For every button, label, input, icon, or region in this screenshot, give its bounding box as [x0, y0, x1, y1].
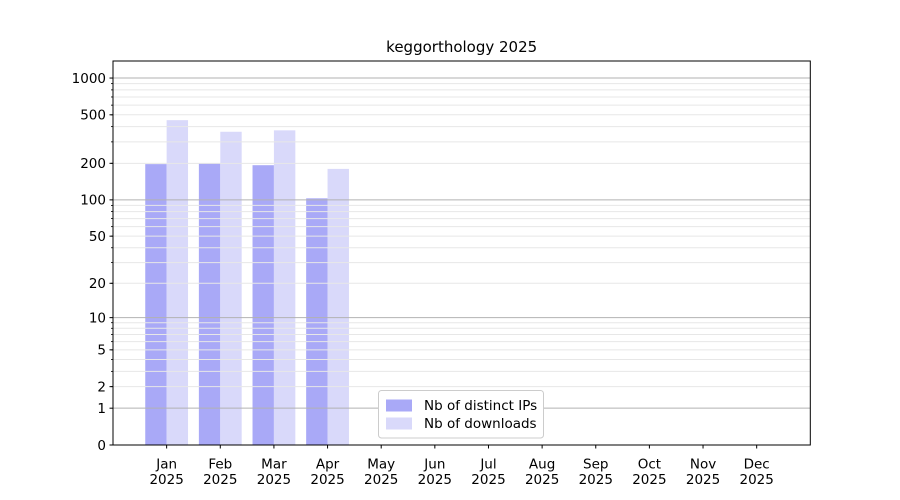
x-month-label: Nov: [690, 457, 716, 473]
x-year-label: 2025: [418, 472, 452, 488]
bar-distinct-ips-jan: [145, 164, 167, 445]
y-tick-label: 5: [97, 343, 106, 359]
bars-layer: [145, 120, 349, 446]
legend-box: [378, 390, 544, 439]
x-year-label: 2025: [310, 472, 344, 488]
y-tick-label: 50: [89, 229, 106, 245]
y-tick-label: 20: [89, 276, 106, 292]
x-month-label: May: [367, 457, 395, 473]
bar-distinct-ips-feb: [198, 163, 221, 445]
legend-swatch-downloads: [386, 417, 412, 430]
chart-title: keggorthology 2025: [386, 38, 537, 56]
bar-downloads-mar: [273, 130, 296, 445]
x-year-label: 2025: [364, 472, 398, 488]
legend-swatch-distinct-ips: [386, 399, 412, 412]
x-year-label: 2025: [149, 472, 183, 488]
bar-downloads-jan: [166, 120, 189, 446]
x-month-label: Jan: [155, 457, 177, 473]
x-month-label: Sep: [583, 457, 608, 473]
x-year-label: 2025: [525, 472, 559, 488]
legend-label-downloads: Nb of downloads: [424, 416, 537, 432]
axes-layer: 01251020501002005001000Jan2025Feb2025Mar…: [72, 71, 774, 488]
legend-label-distinct-ips: Nb of distinct IPs: [424, 398, 537, 414]
x-month-label: Jul: [479, 457, 496, 473]
x-year-label: 2025: [579, 472, 613, 488]
y-tick-label: 100: [80, 193, 106, 209]
x-year-label: 2025: [740, 472, 774, 488]
x-month-label: Aug: [529, 457, 555, 473]
x-month-label: Oct: [638, 457, 661, 473]
x-year-label: 2025: [471, 472, 505, 488]
bar-downloads-apr: [327, 168, 349, 445]
y-tick-label: 10: [89, 310, 106, 326]
y-tick-label: 200: [80, 156, 106, 172]
bar-distinct-ips-mar: [252, 165, 274, 445]
bar-distinct-ips-apr: [306, 198, 328, 445]
legend: Nb of distinct IPs Nb of downloads: [378, 390, 544, 439]
x-year-label: 2025: [257, 472, 291, 488]
y-tick-label: 500: [80, 108, 106, 124]
bar-downloads-feb: [220, 131, 242, 446]
y-tick-label: 1000: [72, 71, 106, 87]
x-year-label: 2025: [686, 472, 720, 488]
x-month-label: Dec: [744, 457, 770, 473]
x-year-label: 2025: [632, 472, 666, 488]
y-tick-label: 1: [97, 401, 106, 417]
y-tick-label: 2: [97, 379, 106, 395]
plot-border: [112, 60, 811, 446]
y-tick-label: 0: [97, 438, 106, 454]
x-month-label: Jun: [423, 457, 445, 473]
x-month-label: Mar: [261, 457, 287, 473]
x-month-label: Apr: [316, 457, 340, 473]
x-month-label: Feb: [208, 457, 232, 473]
x-year-label: 2025: [203, 472, 237, 488]
